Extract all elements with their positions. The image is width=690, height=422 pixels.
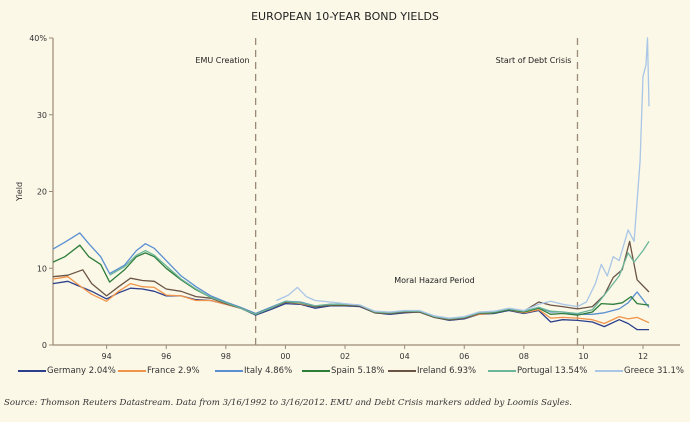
legend-swatch: [18, 370, 46, 372]
legend-swatch: [302, 370, 330, 372]
legend-label: Ireland 6.93%: [417, 366, 477, 376]
legend-label: Italy 4.86%: [244, 366, 293, 376]
y-tick-label: 0: [42, 341, 47, 350]
legend-swatch: [118, 370, 146, 372]
series-lines: [52, 37, 650, 331]
series-line-france: [52, 276, 650, 325]
y-tick-label: 30: [37, 111, 47, 120]
x-tick-label: 08: [519, 352, 529, 361]
legend-swatch: [215, 370, 243, 372]
legend-item: Germany 2.04%: [18, 366, 116, 376]
legend-item: Greece 31.1%: [595, 366, 684, 376]
x-tick-label: 02: [340, 352, 350, 361]
legend-label: Greece 31.1%: [624, 366, 684, 376]
legend-swatch: [388, 370, 416, 372]
x-tick-label: 94: [102, 352, 112, 361]
source-note: Source: Thomson Reuters Datastream. Data…: [4, 398, 573, 408]
annotations: EMU Creation Start of Debt Crisis Moral Ha…: [195, 56, 571, 285]
legend-swatch: [595, 370, 623, 372]
annotation-lines: [254, 38, 579, 345]
series-line-germany: [52, 280, 649, 331]
legend: Germany 2.04% France 2.9% Italy 4.86% Spain…: [0, 366, 690, 380]
y-axis-label: Yield: [15, 182, 24, 202]
legend-item: Portugal 13.54%: [488, 366, 587, 376]
legend-label: Portugal 13.54%: [517, 366, 588, 376]
annotation-label: Moral Hazard Period: [394, 276, 475, 285]
chart-title: EUROPEAN 10-YEAR BOND YIELDS: [251, 10, 439, 23]
y-tick-label: 40%: [29, 34, 47, 43]
series-line-greece: [276, 37, 650, 319]
series-line-spain: [52, 244, 650, 321]
legend-item: Italy 4.86%: [215, 366, 292, 376]
series-line-portugal: [109, 241, 650, 320]
y-tick-label: 20: [37, 188, 47, 197]
legend-item: France 2.9%: [118, 366, 200, 376]
x-tick-label: 04: [400, 352, 410, 361]
legend-item: Spain 5.18%: [302, 366, 384, 376]
x-tick-label: 98: [221, 352, 231, 361]
annotation-label: EMU Creation: [195, 56, 249, 65]
x-tick-label: 10: [578, 352, 588, 361]
x-tick-label: 96: [161, 352, 171, 361]
x-tick-label: 00: [280, 352, 290, 361]
axes: 0 10 20 30 40% 94 96 98 00 02 04 06 08 10 12 Yield: [15, 34, 680, 361]
legend-swatch: [488, 370, 516, 372]
y-tick-label: 10: [37, 264, 47, 273]
x-tick-label: 12: [638, 352, 648, 361]
series-line-ireland: [52, 240, 650, 321]
legend-label: Spain 5.18%: [331, 366, 385, 376]
legend-item: Ireland 6.93%: [388, 366, 476, 376]
legend-label: France 2.9%: [147, 366, 200, 376]
annotation-label: Start of Debt Crisis: [496, 56, 572, 65]
x-tick-label: 06: [459, 352, 469, 361]
legend-label: Germany 2.04%: [47, 366, 116, 376]
